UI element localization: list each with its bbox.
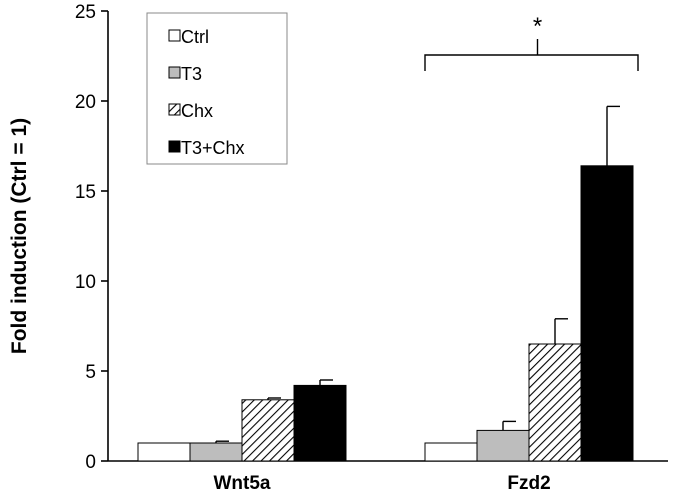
y-tick-label: 25 bbox=[75, 2, 96, 23]
bars bbox=[137, 105, 634, 462]
axes: 0 5 10 15 20 25 Fold induction (Ctrl = 1) Wnt5a… bbox=[8, 2, 668, 494]
legend-swatch bbox=[168, 29, 181, 42]
y-tick-label: 20 bbox=[75, 92, 96, 113]
legend-swatch bbox=[168, 66, 181, 79]
bar-fzd2-t3-chx bbox=[580, 165, 634, 462]
bar-wnt5a-chx bbox=[241, 399, 295, 462]
y-tick-label: 0 bbox=[85, 452, 96, 473]
legend-label: Ctrl bbox=[181, 27, 209, 47]
significance-bracket bbox=[424, 54, 639, 71]
legend-swatch bbox=[168, 140, 181, 153]
bar-wnt5a-t3 bbox=[189, 442, 243, 462]
bar-fzd2-ctrl bbox=[424, 442, 478, 462]
legend-swatch bbox=[168, 103, 181, 116]
legend-label: Chx bbox=[181, 101, 213, 121]
bar-wnt5a-t3-chx bbox=[293, 384, 347, 462]
significance-annotation: * bbox=[424, 13, 639, 71]
x-category-label: Wnt5a bbox=[214, 473, 271, 494]
significance-star: * bbox=[533, 13, 542, 40]
bar-fzd2-t3 bbox=[476, 429, 530, 462]
legend: Ctrl T3 Chx T3+Chx bbox=[146, 12, 288, 165]
bar-fzd2-chx bbox=[528, 343, 582, 462]
y-tick-label: 15 bbox=[75, 182, 96, 203]
x-category-label: Fzd2 bbox=[507, 473, 550, 494]
bar-wnt5a-ctrl bbox=[137, 442, 191, 462]
y-tick-label: 5 bbox=[85, 362, 96, 383]
legend-label: T3 bbox=[181, 64, 202, 84]
y-axis-label: Fold induction (Ctrl = 1) bbox=[8, 118, 31, 354]
legend-label: T3+Chx bbox=[181, 138, 245, 158]
y-tick-label: 10 bbox=[75, 272, 96, 293]
